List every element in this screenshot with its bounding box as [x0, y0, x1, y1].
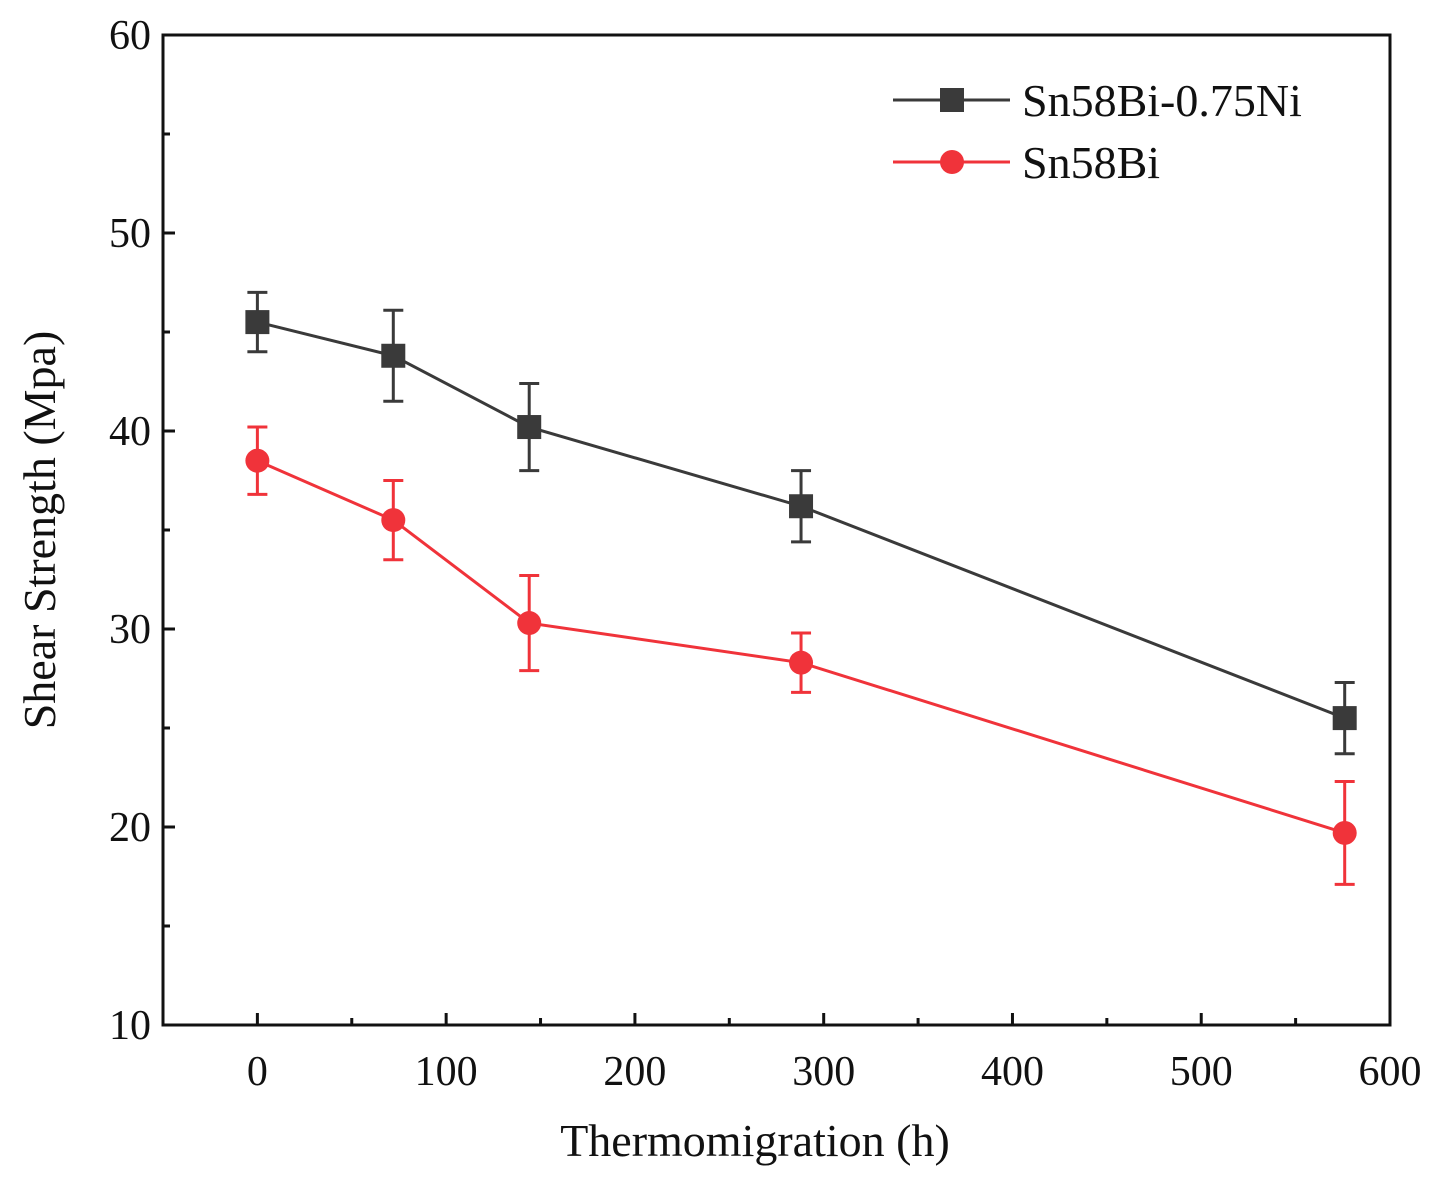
- data-point-sn58bi-0-75ni: [517, 415, 542, 440]
- x-tick-label: 600: [1359, 1049, 1422, 1095]
- data-point-sn58bi: [789, 650, 814, 675]
- x-tick-label: 300: [792, 1049, 855, 1095]
- tick-labels: 0 100 200 300 400 500 600 10 20 30 40 50 60: [109, 13, 1422, 1095]
- data-point-sn58bi-0-75ni: [381, 343, 406, 368]
- data-point-sn58bi-0-75ni: [1332, 706, 1357, 731]
- y-tick-label: 30: [109, 607, 151, 653]
- x-axis-title: Thermomigration (h): [560, 1115, 950, 1166]
- data-point-sn58bi: [245, 448, 270, 473]
- series-layer: [245, 290, 1357, 886]
- x-tick-label: 500: [1170, 1049, 1233, 1095]
- y-tick-label: 60: [109, 13, 151, 59]
- legend: Sn58Bi-0.75Ni Sn58Bi: [893, 75, 1302, 188]
- legend-label-sn58bi: Sn58Bi: [1022, 137, 1160, 188]
- plot-frame: [161, 33, 1392, 1027]
- x-tick-label: 400: [981, 1049, 1044, 1095]
- y-tick-label: 40: [109, 409, 151, 455]
- data-point-sn58bi-0-75ni: [245, 310, 270, 335]
- data-point-sn58bi: [517, 611, 542, 636]
- data-point-sn58bi-0-75ni: [789, 494, 814, 519]
- series-sn58bi-0-75ni: [245, 290, 1357, 756]
- x-tick-label: 0: [247, 1049, 268, 1095]
- data-point-sn58bi: [381, 508, 406, 533]
- x-tick-label: 200: [603, 1049, 666, 1095]
- data-point-sn58bi: [1332, 820, 1357, 845]
- y-tick-label: 20: [109, 805, 151, 851]
- legend-marker-sn58bi: [940, 150, 964, 174]
- series-sn58bi: [245, 425, 1357, 886]
- y-tick-label: 10: [109, 1003, 151, 1049]
- y-tick-label: 50: [109, 211, 151, 257]
- y-axis-title: Shear Strength (Mpa): [14, 331, 65, 730]
- legend-marker-sn58bi-0-75ni: [940, 88, 964, 112]
- x-tick-label: 100: [415, 1049, 478, 1095]
- legend-label-sn58bi-0-75ni: Sn58Bi-0.75Ni: [1022, 75, 1302, 126]
